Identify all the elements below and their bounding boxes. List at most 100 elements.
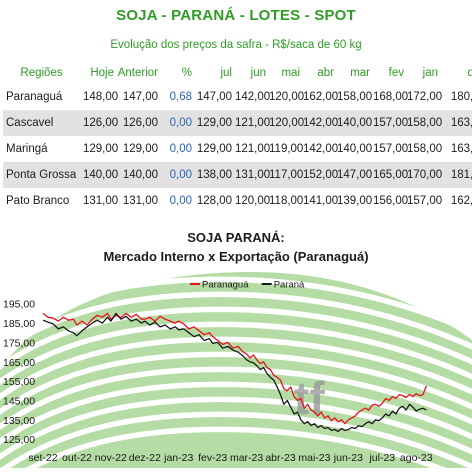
column-header: mar (350, 67, 370, 79)
table-header-row: Regiões Hoje Anterior% jul jun mai abr mar fev ja… (3, 62, 472, 84)
region-cell: Maringá (6, 143, 48, 155)
column-header: jul (220, 67, 232, 79)
price-cell: 0,68 (169, 91, 192, 103)
y-tick-label: 195,00 (3, 299, 35, 311)
price-cell: 0,00 (169, 143, 192, 155)
price-cell: 129,00 (83, 143, 119, 155)
column-header: Anterior (117, 67, 158, 79)
line-chart: tf125,00135,00145,00155,00165,00175,0018… (0, 272, 472, 473)
x-tick-label: jul-23 (368, 452, 395, 464)
price-cell: 158,00 (337, 91, 373, 103)
price-cell: 126,00 (83, 110, 118, 136)
chart-title-line-1: SOJA PARANÁ: (187, 230, 285, 245)
swoosh-stripe (0, 351, 472, 416)
price-cell: 118,00 (269, 195, 304, 207)
price-cell: 0,00 (161, 162, 195, 188)
table-row: Cascavel 126,00 126,00 0,00 129,00 121,00 120,… (3, 110, 472, 136)
swoosh-stripe (0, 381, 472, 446)
price-cell: 181,00 (441, 162, 472, 188)
price-cell: 152,00 (303, 162, 338, 188)
price-cell: 163,00 (450, 143, 472, 155)
price-cell: 141,00 (303, 195, 339, 207)
column-header: jan (422, 67, 438, 79)
price-cell: 165,00 (373, 162, 408, 188)
price-cell: 142,00 (303, 110, 338, 136)
swoosh-stripe (0, 411, 472, 473)
x-tick-label: fev-23 (198, 452, 227, 464)
price-cell: 157,00 (407, 195, 443, 207)
price-cell: 156,00 (373, 195, 409, 207)
column-header: Regiões (20, 67, 63, 79)
table-row: Ponta Grossa 140,00 140,00 0,00 138,00 131,00… (3, 162, 472, 188)
price-cell: 121,00 (235, 110, 270, 136)
chart-container: SOJA PARANÁ: Mercado Interno x Exportaçã… (0, 224, 472, 473)
y-tick-label: 135,00 (3, 415, 35, 427)
price-cell: 128,00 (196, 195, 232, 207)
column-header: abr (317, 67, 334, 79)
swoosh-stripe (0, 396, 472, 461)
price-cell: 142,00 (235, 91, 271, 103)
price-cell: 140,00 (83, 162, 118, 188)
chart-title-line-2: Mercado Interno x Exportação (Paranaguá) (103, 249, 369, 264)
price-cell: 117,00 (269, 162, 303, 188)
price-cell: 131,00 (83, 195, 119, 207)
swoosh-stripe (0, 276, 472, 341)
table-row: Pato Branco 131,00 131,00 0,00 128,00 120,00 1… (3, 188, 472, 214)
column-header: % (181, 67, 192, 79)
y-tick-label: 155,00 (3, 376, 35, 388)
x-tick-label: set-22 (28, 452, 57, 464)
table-row: Maringá 129,00 129,00 0,00 129,00 121,00 119,0… (3, 136, 472, 162)
background-swoosh (0, 272, 472, 473)
y-tick-label: 125,00 (3, 434, 35, 446)
price-cell: 0,00 (169, 195, 192, 207)
region-cell: Cascavel (3, 110, 83, 136)
region-cell: Paranaguá (6, 91, 63, 103)
price-cell: 147,00 (122, 91, 158, 103)
price-cell: 168,00 (373, 91, 409, 103)
swoosh-stripe (16, 426, 459, 473)
x-tick-label: mai-23 (298, 452, 330, 464)
legend-label: Paranaguá (202, 280, 249, 291)
page-subtitle: Evolução dos preços da safra - R$/saca d… (110, 39, 362, 51)
price-cell: 157,00 (373, 110, 408, 136)
price-cell: 172,00 (407, 91, 443, 103)
price-cell: 120,00 (269, 110, 304, 136)
price-cell: 162,00 (450, 195, 472, 207)
x-tick-label: dez-22 (129, 452, 161, 464)
price-cell: 170,00 (407, 162, 442, 188)
legend: Paranaguá Paraná (190, 280, 305, 291)
price-cell: 142,00 (303, 143, 339, 155)
price-cell: 126,00 (117, 110, 161, 136)
x-tick-label: jun-23 (333, 452, 363, 464)
price-cell: 138,00 (195, 162, 235, 188)
x-tick-label: ago-23 (400, 452, 433, 464)
y-tick-label: 185,00 (3, 318, 35, 330)
price-cell: 158,00 (407, 143, 443, 155)
price-cell: 131,00 (235, 162, 270, 188)
price-cell: 140,00 (117, 162, 161, 188)
column-header: fev (388, 67, 404, 79)
price-cell: 140,00 (337, 110, 373, 136)
price-cell: 120,00 (269, 91, 305, 103)
price-cell: 147,00 (337, 162, 373, 188)
price-cell: 180,00 (450, 91, 472, 103)
price-cell: 120,00 (235, 195, 271, 207)
y-tick-label: 175,00 (3, 337, 35, 349)
table-row: Paranaguá 148,00 147,00 0,68 147,00 142,00 120… (3, 84, 472, 110)
x-tick-label: out-22 (62, 452, 92, 464)
swoosh-stripe (0, 306, 472, 371)
price-cell: 0,00 (161, 110, 195, 136)
region-cell: Pato Branco (6, 195, 70, 207)
region-cell: Ponta Grossa (3, 162, 83, 188)
column-header: jun (250, 67, 266, 79)
price-cell: 129,00 (196, 143, 232, 155)
price-cell: 147,00 (196, 91, 232, 103)
swoosh-stripe (0, 321, 472, 386)
price-cell: 140,00 (337, 143, 373, 155)
page-title: SOJA - PARANÁ - LOTES - SPOT (116, 7, 356, 24)
y-tick-label: 165,00 (3, 357, 35, 369)
legend-label: Paraná (274, 280, 305, 291)
x-tick-label: jan-23 (163, 452, 193, 464)
x-tick-label: mar-23 (230, 452, 263, 464)
swoosh-stripe (0, 336, 472, 401)
